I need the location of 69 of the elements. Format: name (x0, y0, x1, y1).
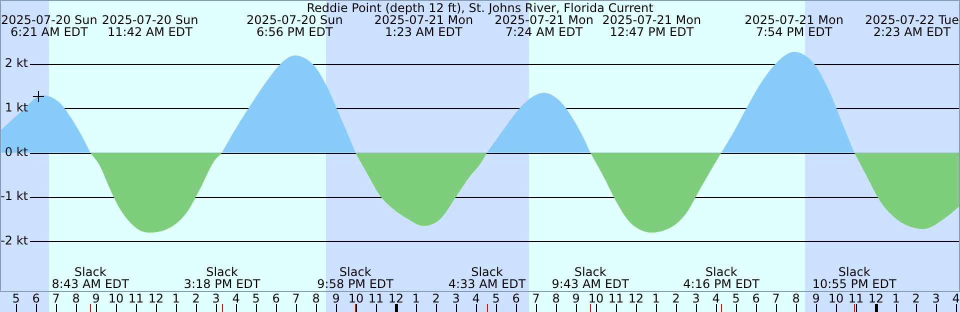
x-tick-label: 6 (512, 291, 520, 306)
x-tick-label: 7 (772, 291, 780, 306)
annotation: 2025-07-20 Sun 6:21 AM EDT (0, 13, 98, 40)
annotation: Slack 4:16 PM EDT (683, 265, 760, 292)
x-tick-label: 4 (232, 291, 240, 306)
x-tick-label: 12 (868, 291, 884, 306)
x-tick-label: 2 (432, 291, 440, 306)
annotation: Slack 10:55 PM EDT (812, 265, 897, 292)
x-tick-label: 11 (368, 291, 384, 306)
x-tick-label: 5 (12, 291, 20, 306)
x-tick-label: 10 (828, 291, 844, 306)
x-tick-label: 3 (452, 291, 460, 306)
x-tick-label: 6 (752, 291, 760, 306)
x-tick-label: 11 (128, 291, 144, 306)
chart-title: Reddie Point (depth 12 ft), St. Johns River, Florida Current (306, 1, 654, 16)
x-tick-label: 1 (172, 291, 180, 306)
annotation: Slack 9:58 PM EDT (317, 265, 394, 292)
annotation: 2025-07-20 Sun 6:56 PM EDT (246, 13, 343, 40)
x-tick-label: 9 (812, 291, 820, 306)
x-tick-label: 4 (952, 291, 960, 306)
x-tick-label: 7 (52, 291, 60, 306)
annotation: 2025-07-21 Mon 1:23 AM EDT (374, 13, 474, 40)
x-tick-label: 7 (292, 291, 300, 306)
y-tick-label: 0 kt (4, 144, 28, 159)
annotation: 2025-07-22 Tue 2:23 AM EDT (864, 13, 960, 40)
x-tick-label: 1 (652, 291, 660, 306)
x-tick-label: 10 (588, 291, 604, 306)
x-tick-label: 11 (848, 291, 864, 306)
x-tick-label: 10 (108, 291, 124, 306)
x-tick-label: 3 (692, 291, 700, 306)
x-tick-label: 2 (672, 291, 680, 306)
x-tick-label: 9 (572, 291, 580, 306)
y-tick-label: -1 kt (0, 189, 28, 204)
x-tick-label: 1 (892, 291, 900, 306)
y-tick-label: 1 kt (4, 100, 28, 114)
x-tick-label: 3 (212, 291, 220, 306)
x-tick-label: 5 (732, 291, 740, 306)
x-tick-label: 2 (192, 291, 200, 306)
x-tick-label: 6 (272, 291, 280, 306)
x-tick-label: 2 (912, 291, 920, 306)
x-tick-label: 4 (472, 291, 480, 306)
annotation: 2025-07-20 Sun 11:42 AM EDT (102, 13, 198, 40)
y-tick-label: 2 kt (4, 56, 28, 70)
x-tick-label: 1 (412, 291, 420, 306)
x-tick-label: 4 (712, 291, 720, 306)
x-tick-label: 8 (792, 291, 800, 306)
x-tick-label: 11 (608, 291, 624, 306)
x-tick-label: 8 (312, 291, 320, 306)
x-tick-label: 7 (532, 291, 540, 306)
x-tick-label: 12 (628, 291, 644, 306)
annotation: 2025-07-21 Mon 7:24 AM EDT (494, 13, 594, 40)
x-tick-label: 8 (552, 291, 560, 306)
annotation: 2025-07-21 Mon 12:47 PM EDT (602, 13, 702, 40)
annotation: Slack 9:43 AM EDT (552, 265, 630, 292)
annotation: Slack 3:18 PM EDT (184, 265, 261, 292)
x-tick-label: 5 (492, 291, 500, 306)
annotation: Slack 8:43 AM EDT (52, 265, 130, 292)
x-tick-label: 12 (388, 291, 404, 306)
y-tick-label: -2 kt (0, 234, 28, 248)
annotation: Slack 4:33 AM EDT (448, 265, 526, 292)
x-tick-label: 5 (252, 291, 260, 306)
x-tick-label: 10 (348, 291, 364, 306)
x-tick-label: 9 (92, 291, 100, 306)
x-tick-label: 12 (148, 291, 164, 306)
x-tick-label: 8 (72, 291, 80, 306)
x-tick-label: 9 (332, 291, 340, 306)
x-tick-label: 3 (932, 291, 940, 306)
x-tick-label: 6 (32, 291, 40, 306)
annotation: 2025-07-21 Mon 7:54 PM EDT (744, 13, 844, 40)
